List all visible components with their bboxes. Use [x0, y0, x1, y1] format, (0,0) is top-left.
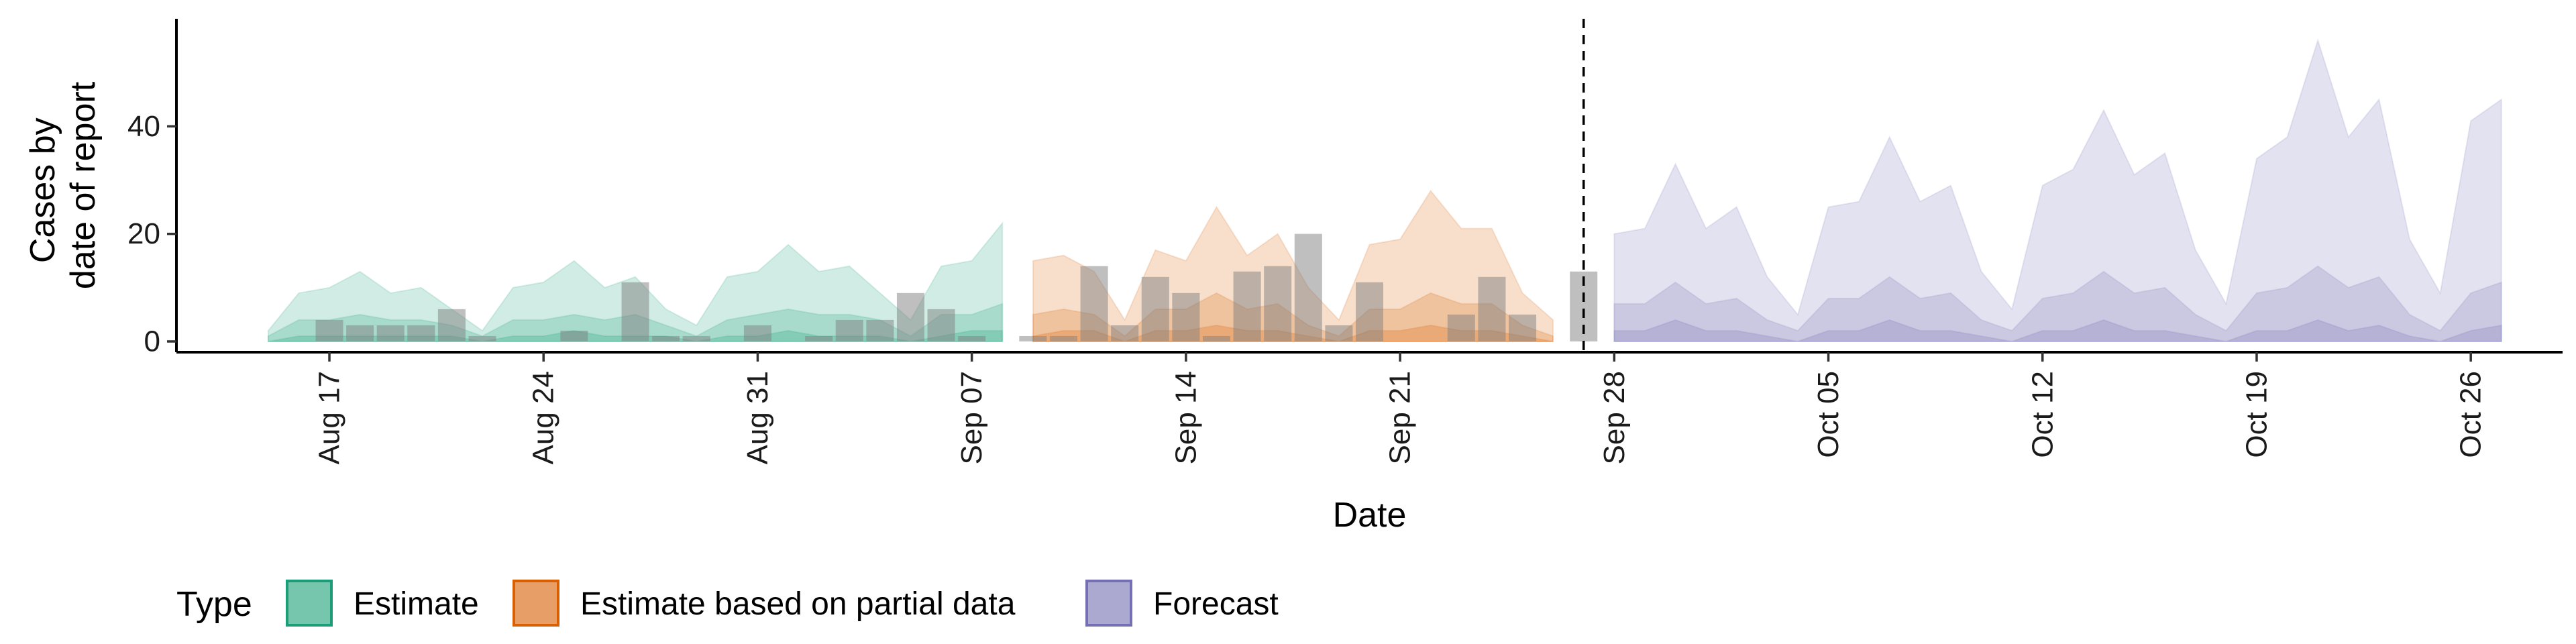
case-bar: [1019, 335, 1047, 341]
y-axis-ticks: 0 20 40: [127, 110, 176, 358]
case-bar: [1325, 325, 1353, 341]
case-bar: [1264, 266, 1292, 341]
case-bar: [376, 325, 405, 341]
x-tick-label: Oct 05: [1812, 371, 1845, 458]
y-tick-label: 20: [127, 217, 160, 250]
legend-key-estimate-based-on-partial-data: [513, 580, 559, 627]
x-tick-label: Aug 31: [741, 371, 774, 464]
case-bar: [315, 319, 343, 341]
case-bar: [437, 309, 466, 341]
legend-label-forecast: Forecast: [1153, 586, 1279, 622]
case-bar: [1478, 276, 1506, 341]
legend-key-forecast: [1085, 580, 1132, 627]
x-tick-label: Sep 28: [1598, 371, 1631, 464]
ribbon-forecast-inner: [1613, 265, 2502, 342]
x-tick-label: Oct 19: [2240, 371, 2273, 458]
x-tick-label: Sep 21: [1384, 371, 1417, 464]
y-tick-label: 40: [127, 110, 160, 143]
case-bar: [1202, 335, 1231, 341]
case-bar: [468, 335, 496, 341]
y-axis-title-line-2: date of report: [64, 81, 103, 289]
case-bar: [1508, 314, 1537, 341]
case-bar: [1233, 271, 1261, 341]
case-bar: [835, 319, 863, 341]
case-bar: [1172, 292, 1200, 341]
legend-label-estimate-based-on-partial-data: Estimate based on partial data: [580, 586, 1016, 622]
x-axis-ticks: Aug 17 Aug 24 Aug 31 Sep 07 Sep 14 Sep 21 Sep …: [313, 352, 2487, 464]
case-bar: [1447, 314, 1475, 341]
legend: Type Estimate Estimate based on partial d…: [176, 580, 1279, 627]
case-bar: [927, 309, 955, 341]
case-bar: [1141, 276, 1169, 341]
ribbon-forecast-outer: [1613, 38, 2502, 342]
bar-layer: [315, 233, 1598, 341]
case-bar: [1080, 266, 1108, 341]
case-bar: [621, 282, 649, 341]
x-tick-label: Oct 26: [2455, 371, 2487, 458]
case-bar: [652, 335, 680, 341]
case-bar: [743, 325, 771, 341]
x-tick-label: Oct 12: [2026, 371, 2059, 458]
case-bar: [958, 335, 986, 341]
x-axis-title: Date: [1333, 496, 1407, 535]
case-bar: [560, 330, 588, 341]
y-tick-label: 0: [144, 325, 160, 358]
axes: [175, 19, 2563, 354]
x-tick-label: Sep 07: [955, 371, 988, 464]
case-bar: [1355, 282, 1384, 341]
x-tick-label: Aug 17: [313, 371, 346, 464]
case-bar: [1111, 325, 1139, 341]
case-bar: [1049, 335, 1077, 341]
y-axis-title-line-1: Cases by: [23, 117, 62, 263]
ribbon-layer: [267, 38, 2502, 343]
case-bar: [896, 292, 924, 341]
ribbon-forecast-low: [1613, 319, 2502, 342]
legend-label-estimate: Estimate: [354, 586, 479, 622]
case-bar: [1294, 233, 1322, 341]
legend-title: Type: [176, 585, 252, 624]
x-tick-label: Sep 14: [1169, 371, 1202, 464]
y-axis-title: Cases by date of report: [23, 81, 103, 289]
case-bar: [805, 335, 833, 341]
x-tick-label: Aug 24: [527, 371, 560, 464]
case-bar: [866, 319, 894, 341]
legend-key-estimate: [286, 580, 333, 627]
case-bar: [682, 335, 710, 341]
case-bar: [346, 325, 374, 341]
case-bar: [407, 325, 435, 341]
